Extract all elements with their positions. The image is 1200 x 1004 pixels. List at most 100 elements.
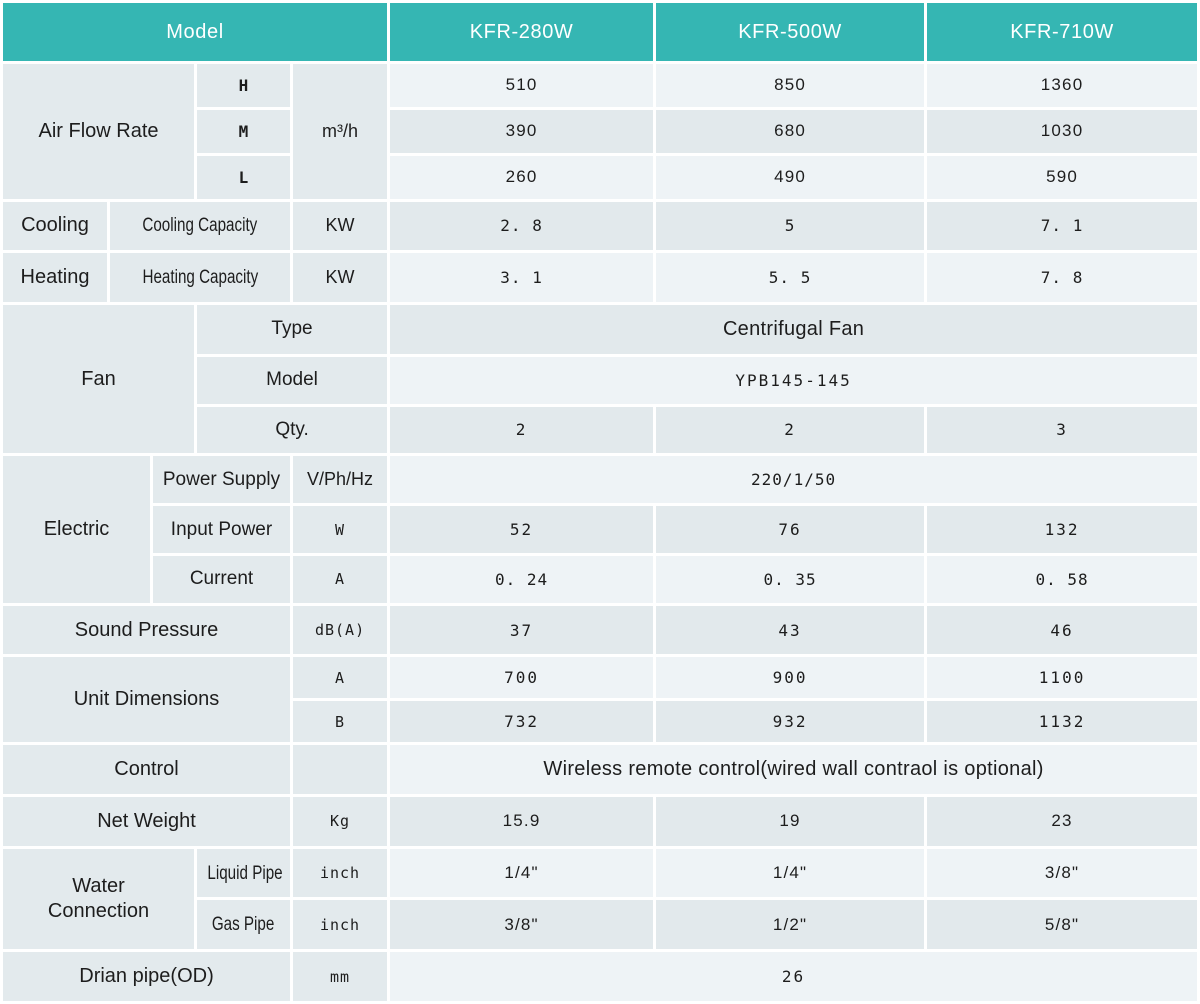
row-drain-pipe: Drian pipe(OD) mm 26	[3, 952, 1198, 1001]
row-fan-qty: Qty. 2 2 3	[3, 406, 1198, 454]
airflow-value: 590	[927, 155, 1198, 199]
row-airflow-l: L 260 490 590	[3, 155, 1198, 199]
fan-model-value: YPB145-145	[390, 356, 1198, 404]
heating-value: 3. 1	[390, 253, 654, 303]
liquid-pipe-value: 1/4"	[656, 848, 925, 898]
row-current: Current A 0. 24 0. 35 0. 58	[3, 555, 1198, 603]
power-supply-value: 220/1/50	[390, 456, 1198, 504]
airflow-speed-h: H	[197, 64, 290, 107]
row-input-power: Input Power W 52 76 132	[3, 506, 1198, 553]
airflow-value: 1030	[927, 109, 1198, 153]
label-cooling: Cooling	[3, 201, 107, 251]
dimension-value: 1132	[927, 701, 1198, 743]
unit-v-ph-hz: V/Ph/Hz	[293, 456, 388, 504]
label-net-weight: Net Weight	[3, 796, 290, 846]
gas-pipe-value: 5/8"	[927, 900, 1198, 950]
fan-type-value: Centrifugal Fan	[390, 305, 1198, 354]
input-power-value: 52	[390, 506, 654, 553]
unit-kg: Kg	[293, 796, 388, 846]
airflow-value: 490	[656, 155, 925, 199]
row-fan-model: Model YPB145-145	[3, 356, 1198, 404]
net-weight-value: 15.9	[390, 796, 654, 846]
airflow-speed-m: M	[197, 109, 290, 153]
dimension-key-b: B	[293, 701, 388, 743]
row-gas-pipe: Gas Pipe inch 3/8" 1/2" 5/8"	[3, 900, 1198, 950]
sound-value: 46	[927, 605, 1198, 655]
row-net-weight: Net Weight Kg 15.9 19 23	[3, 796, 1198, 846]
cooling-value: 5	[656, 201, 925, 251]
row-sound-pressure: Sound Pressure dB(A) 37 43 46	[3, 605, 1198, 655]
label-air-flow-rate: Air Flow Rate	[3, 64, 194, 199]
label-water-connection: Water Connection	[3, 848, 194, 950]
row-power-supply: Electric Power Supply V/Ph/Hz 220/1/50	[3, 456, 1198, 603]
liquid-pipe-value: 3/8"	[927, 848, 1198, 898]
dimension-value: 700	[390, 657, 654, 699]
label-cooling-capacity: Cooling Capacity	[110, 201, 290, 251]
unit-inch: inch	[293, 848, 388, 898]
drain-pipe-value: 26	[390, 952, 1198, 1001]
fan-qty-value: 2	[390, 406, 654, 454]
airflow-value: 680	[656, 109, 925, 153]
airflow-value: 510	[390, 64, 654, 107]
heating-value: 7. 8	[927, 253, 1198, 303]
heating-value: 5. 5	[656, 253, 925, 303]
airflow-value: 1360	[927, 64, 1198, 107]
label-power-supply: Power Supply	[153, 456, 290, 504]
label-current: Current	[153, 555, 290, 603]
row-cooling: Cooling Cooling Capacity KW 2. 8 5 7. 1	[3, 201, 1198, 251]
input-power-value: 132	[927, 506, 1198, 553]
label-sound-pressure: Sound Pressure	[3, 605, 290, 655]
control-unit-empty	[293, 745, 388, 794]
input-power-value: 76	[656, 506, 925, 553]
label-electric: Electric	[3, 456, 150, 603]
dimension-value: 900	[656, 657, 925, 699]
sound-value: 43	[656, 605, 925, 655]
unit-w: W	[293, 506, 388, 553]
label-control: Control	[3, 745, 290, 794]
unit-inch: inch	[293, 900, 388, 950]
row-fan-type: Fan Type Centrifugal Fan	[3, 305, 1198, 454]
unit-a: A	[293, 555, 388, 603]
dimension-key-a: A	[293, 657, 388, 699]
label-liquid-pipe: Liquid Pipe	[197, 848, 290, 898]
dimension-value: 732	[390, 701, 654, 743]
control-value: Wireless remote control(wired wall contr…	[390, 745, 1198, 794]
current-value: 0. 58	[927, 555, 1198, 603]
row-control: Control Wireless remote control(wired wa…	[3, 745, 1198, 794]
row-liquid-pipe: Water Connection Liquid Pipe inch 1/4" 1…	[3, 848, 1198, 950]
unit-m3h: m³/h	[293, 64, 388, 199]
label-fan-type: Type	[197, 305, 388, 354]
fan-qty-value: 3	[927, 406, 1198, 454]
unit-dba: dB(A)	[293, 605, 388, 655]
column-header-kfr-500w: KFR-500W	[656, 3, 925, 61]
dimension-value: 932	[656, 701, 925, 743]
label-heating-capacity: Heating Capacity	[110, 253, 290, 303]
airflow-value: 260	[390, 155, 654, 199]
label-fan: Fan	[3, 305, 194, 454]
label-heating: Heating	[3, 253, 107, 303]
unit-mm: mm	[293, 952, 388, 1001]
net-weight-value: 23	[927, 796, 1198, 846]
gas-pipe-value: 1/2"	[656, 900, 925, 950]
current-value: 0. 24	[390, 555, 654, 603]
row-dimension-a: Unit Dimensions A 700 900 1100	[3, 657, 1198, 743]
row-heating: Heating Heating Capacity KW 3. 1 5. 5 7.…	[3, 253, 1198, 303]
net-weight-value: 19	[656, 796, 925, 846]
label-fan-model: Model	[197, 356, 388, 404]
label-drain-pipe: Drian pipe(OD)	[3, 952, 290, 1001]
cooling-value: 2. 8	[390, 201, 654, 251]
row-dimension-b: B 732 932 1132	[3, 701, 1198, 743]
row-airflow-m: M 390 680 1030	[3, 109, 1198, 153]
gas-pipe-value: 3/8"	[390, 900, 654, 950]
label-gas-pipe: Gas Pipe	[197, 900, 290, 950]
dimension-value: 1100	[927, 657, 1198, 699]
airflow-value: 850	[656, 64, 925, 107]
column-header-model: Model	[3, 3, 388, 61]
column-header-kfr-710w: KFR-710W	[927, 3, 1198, 61]
cooling-value: 7. 1	[927, 201, 1198, 251]
airflow-value: 390	[390, 109, 654, 153]
unit-kw: KW	[293, 253, 388, 303]
label-fan-qty: Qty.	[197, 406, 388, 454]
header-row: Model KFR-280W KFR-500W KFR-710W	[3, 3, 1198, 61]
